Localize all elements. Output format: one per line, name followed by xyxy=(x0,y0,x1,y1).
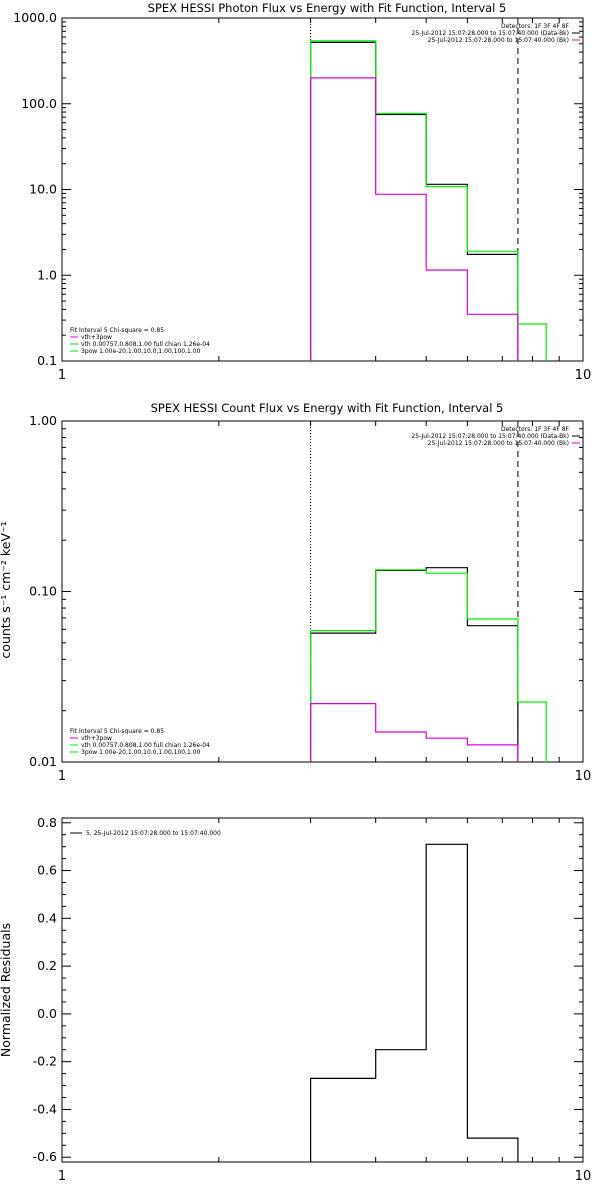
residuals-x-tick-label: 1 xyxy=(58,1169,66,1184)
photon-flux-x-tick-label: 10 xyxy=(575,368,592,383)
count-flux-x-tick-label: 10 xyxy=(575,769,592,784)
count-flux-series-green-step-line xyxy=(310,569,547,762)
count-flux-y-tick-label: 0.10 xyxy=(29,584,57,599)
residuals-y-tick-label: -0.4 xyxy=(33,1101,57,1116)
count-flux-header-legend-line: 25-Jul-2012 15:07:28.000 to 15:07:40.000… xyxy=(411,433,569,440)
residuals-y-tick-label: 0.2 xyxy=(37,958,57,973)
count-flux-fit-legend-line: Fit Interval 5 Chi-square = 0.85 xyxy=(70,728,164,735)
residuals-y-tick-label: 0.4 xyxy=(37,910,57,925)
count-flux-title: SPEX HESSI Count Flux vs Energy with Fit… xyxy=(151,401,504,415)
photon-flux-fit-legend-line: vth+3pow xyxy=(81,334,112,341)
photon-flux-fit-legend-line: vth 0.00757,0.808,1.00 full chian 1.26e-… xyxy=(81,341,210,348)
count-flux-x-tick-label: 1 xyxy=(58,769,66,784)
count-flux-fit-legend-line: vth 0.00757,0.808,1.00 full chian 1.26e-… xyxy=(81,742,210,749)
count-flux-fit-legend-line: vth+3pow xyxy=(81,735,112,742)
photon-flux-fit-legend-line: Fit Interval 5 Chi-square = 0.85 xyxy=(70,327,164,334)
residuals-panel: Normalized Residuals -0.6 -0.4 -0.2 0.0 0.2 0… xyxy=(0,815,591,1184)
count-flux-y-tick-label: 1.00 xyxy=(29,413,57,428)
photon-flux-fit-legend-line: 3pow 1.00e-20,1.00,10.0,1.00,100,1.00 xyxy=(81,348,201,355)
residuals-y-tick-label: -0.2 xyxy=(33,1054,57,1069)
photon-flux-x-tick-label: 1 xyxy=(58,368,66,383)
photon-flux-header-legend-line: 25-Jul-2012 15:07:28.000 to 15:07:40.000… xyxy=(428,37,569,44)
residuals-legend-label: 5, 25-Jul-2012 15:07:28.000 to 15:07:40.… xyxy=(86,830,221,837)
photon-flux-y-tick-label: 1.0 xyxy=(37,267,57,282)
residuals-x-tick-label: 10 xyxy=(575,1169,592,1184)
residuals-y-tick-label: 0.8 xyxy=(37,815,57,830)
photon-flux-title: SPEX HESSI Photon Flux vs Energy with Fi… xyxy=(148,1,507,15)
photon-flux-panel: SPEX HESSI Photon Flux vs Energy with Fi… xyxy=(13,1,591,383)
photon-flux-y-tick-label: 0.1 xyxy=(37,353,57,368)
photon-flux-series-magenta-step-line xyxy=(310,77,519,361)
residuals-y-tick-label: 0.0 xyxy=(37,1006,57,1021)
photon-flux-series-green-step-line xyxy=(310,40,547,361)
count-flux-header-legend-line: 25-Jul-2012 15:07:28.000 to 15:07:40.000… xyxy=(428,440,569,447)
count-flux-y-axis-label: counts s⁻¹ cm⁻² keV⁻¹ xyxy=(0,521,13,658)
residuals-y-tick-label: 0.6 xyxy=(37,863,57,878)
count-flux-fit-legend-line: 3pow 1.00e-20,1.00,10.0,1.00,100,1.00 xyxy=(81,749,201,756)
photon-flux-y-tick-label: 100.0 xyxy=(21,96,57,111)
count-flux-series-black-step-line xyxy=(310,567,519,762)
count-flux-y-tick-label: 0.01 xyxy=(29,754,57,769)
count-flux-header-legend-line: Detectors: 1F 3F 4F 8F xyxy=(501,426,570,433)
photon-flux-header-legend-line: Detectors: 1F 3F 4F 8F xyxy=(501,23,570,30)
photon-flux-y-tick-label: 1000.0 xyxy=(13,10,57,25)
residuals-y-tick-label: -0.6 xyxy=(33,1149,57,1164)
residuals-series-black-step-line xyxy=(310,843,519,1162)
photon-flux-y-tick-label: 10.0 xyxy=(29,182,57,197)
photon-flux-header-legend-line: 25-Jul-2012 15:07:28.000 to 15:07:40.000… xyxy=(411,30,569,37)
count-flux-panel: SPEX HESSI Count Flux vs Energy with Fit… xyxy=(0,401,591,784)
count-flux-series-magenta-step-line xyxy=(310,703,519,762)
residuals-y-axis-label: Normalized Residuals xyxy=(0,923,13,1057)
